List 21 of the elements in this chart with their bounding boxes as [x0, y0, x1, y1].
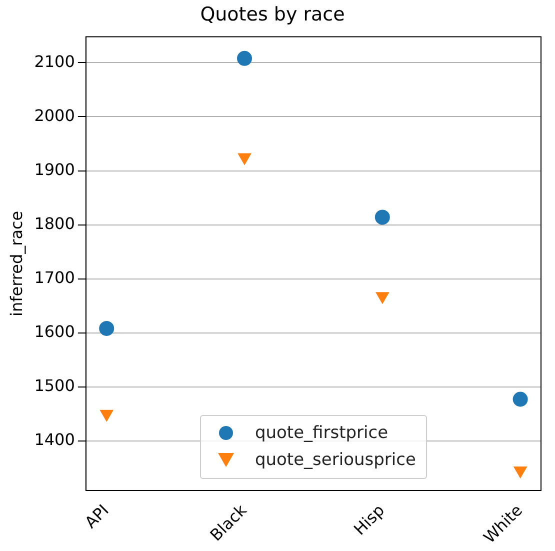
y-tick-label: 2100: [34, 52, 75, 71]
legend-label: quote_firstprice: [254, 423, 388, 444]
point: [100, 410, 114, 422]
y-tick-label: 1400: [34, 430, 75, 449]
point: [238, 153, 252, 165]
point: [374, 210, 390, 225]
x-tick-label: API: [81, 500, 112, 532]
point: [512, 392, 528, 407]
y-tick-label: 1600: [34, 322, 75, 341]
point: [376, 292, 389, 304]
chart-title: Quotes by race: [200, 3, 345, 26]
y-tick-label: 1700: [34, 268, 75, 287]
legend-label: quote_seriousprice: [254, 450, 416, 470]
y-tick-label: 2000: [34, 106, 75, 125]
y-tick-label: 1800: [34, 214, 75, 233]
y-axis-title: inferred_race: [6, 210, 26, 316]
point: [237, 50, 252, 66]
point: [514, 466, 527, 478]
y-tick-label: 1900: [34, 160, 75, 179]
point: [99, 320, 114, 336]
y-tick-label: 1500: [34, 376, 75, 395]
